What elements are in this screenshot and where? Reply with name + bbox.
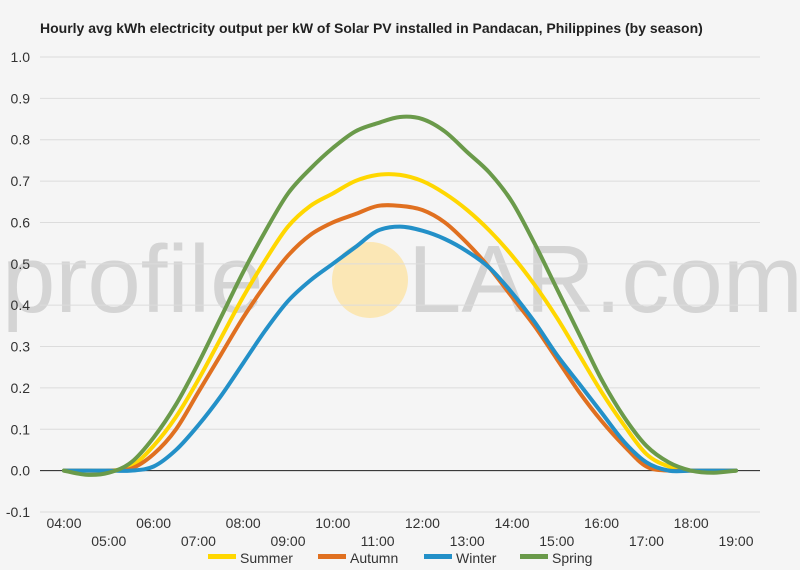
x-tick-labels: 04:00 06:00 08:00 10:00 12:00 14:00 16:00 18:00…	[46, 515, 753, 549]
legend-label-summer: Summer	[240, 550, 293, 566]
y-tick-label: 0.0	[11, 463, 31, 479]
x-tick-label: 16:00	[584, 515, 619, 531]
x-tick-label: 04:00	[46, 515, 81, 531]
series-lines	[62, 114, 738, 477]
watermark: profile LAR.com	[2, 226, 800, 333]
watermark-left: profile	[2, 226, 263, 333]
series-line-winter	[62, 224, 738, 474]
legend-label-spring: Spring	[552, 550, 592, 566]
x-tick-label: 06:00	[136, 515, 171, 531]
y-tick-label: 0.7	[11, 173, 31, 189]
series-line-autumn	[62, 203, 738, 473]
y-tick-label: 0.1	[11, 421, 31, 437]
x-tick-label: 12:00	[405, 515, 440, 531]
x-tick-label: 08:00	[226, 515, 261, 531]
watermark-sun	[332, 242, 408, 318]
y-tick-labels: -0.1 0.0 0.1 0.2 0.3 0.4 0.5 0.6 0.7 0.8 0.9 1.0	[6, 49, 30, 520]
y-tick-label: 0.3	[11, 339, 31, 355]
x-tick-label: 13:00	[450, 533, 485, 549]
x-tick-label: 19:00	[718, 533, 753, 549]
legend-swatch-autumn	[318, 554, 346, 559]
y-tick-label: 0.4	[11, 297, 31, 313]
x-tick-label: 10:00	[315, 515, 350, 531]
x-tick-label: 17:00	[629, 533, 664, 549]
y-tick-label: 1.0	[11, 49, 31, 65]
chart-title: Hourly avg kWh electricity output per kW…	[40, 20, 703, 36]
y-tick-label: 0.5	[11, 256, 31, 272]
legend-swatch-summer	[208, 554, 236, 559]
x-tick-label: 15:00	[539, 533, 574, 549]
watermark-right: LAR.com	[408, 226, 800, 333]
x-tick-label: 18:00	[674, 515, 709, 531]
legend-swatch-winter	[424, 554, 452, 559]
y-tick-label: 0.6	[11, 214, 31, 230]
legend-swatch-spring	[520, 554, 548, 559]
series-line-summer	[62, 172, 738, 473]
y-tick-label: 0.9	[11, 90, 31, 106]
x-tick-label: 11:00	[361, 533, 395, 549]
x-tick-label: 09:00	[270, 533, 305, 549]
legend: Summer Autumn Winter Spring	[208, 550, 592, 566]
y-tick-label: -0.1	[6, 504, 30, 520]
y-tick-label: 0.8	[11, 132, 31, 148]
legend-label-autumn: Autumn	[350, 550, 398, 566]
series-line-spring	[62, 114, 738, 477]
x-tick-label: 14:00	[494, 515, 529, 531]
legend-label-winter: Winter	[456, 550, 497, 566]
y-tick-label: 0.2	[11, 380, 31, 396]
x-tick-label: 05:00	[91, 533, 126, 549]
x-tick-label: 07:00	[181, 533, 216, 549]
